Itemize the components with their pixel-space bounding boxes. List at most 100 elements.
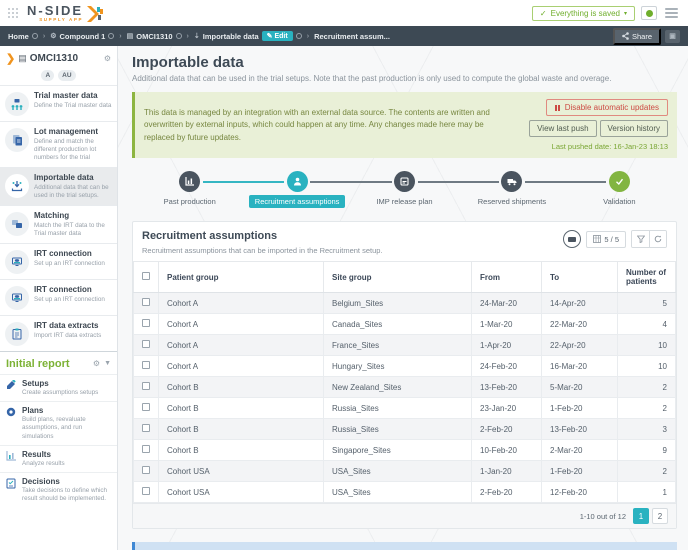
sidebar-item-lot-management[interactable]: Lot management Define and match the diff…: [0, 121, 117, 167]
table-row[interactable]: Cohort A Hungary_Sites 24-Feb-20 16-Mar-20…: [133, 355, 676, 377]
ring-icon: [295, 33, 302, 39]
sidebar-item-trial-master-data[interactable]: Trial master data Define the Trial maste…: [0, 85, 117, 121]
breadcrumb-separator: ›: [42, 32, 46, 40]
breadcrumb: Home › ⚙ Compound 1 › ▤ OMCI1310 › ⇣ Imp…: [0, 26, 688, 46]
version-history-button[interactable]: Version history: [599, 120, 668, 137]
refresh-button[interactable]: [649, 231, 666, 247]
row-checkbox[interactable]: [142, 340, 150, 348]
sidebar-item-setups[interactable]: Setups Create assumptions setups: [0, 373, 117, 401]
chart-icon[interactable]: [179, 171, 201, 192]
row-checkbox[interactable]: [142, 319, 150, 327]
report-settings-gear-icon[interactable]: ⚙: [92, 359, 101, 369]
breadcrumb-compound[interactable]: ⚙ Compound 1: [50, 32, 115, 41]
ring-icon: [31, 33, 38, 39]
column-header-from[interactable]: From: [471, 261, 542, 293]
org-chart-icon: [5, 92, 29, 116]
matching-overlap-icon: [5, 212, 29, 237]
check-icon[interactable]: [608, 171, 630, 192]
menu-icon[interactable]: [663, 6, 680, 20]
step-recruitment-assumptions[interactable]: Recruitment assumptions: [202, 171, 350, 208]
breadcrumb-trial[interactable]: ▤ OMCI1310: [127, 32, 182, 41]
step-reserved-shipments[interactable]: Reserved shipments: [417, 171, 565, 208]
table-row[interactable]: Cohort B New Zealand_Sites 13-Feb-20 5-Mar…: [133, 376, 676, 398]
view-last-push-button[interactable]: View last push: [529, 120, 597, 137]
column-header-site-group[interactable]: Site group: [323, 261, 472, 293]
lot-pages-icon: [5, 128, 29, 152]
irt-monitor-icon: [5, 285, 29, 310]
page-button-2[interactable]: 2: [652, 508, 668, 524]
nside-logo: N-SIDE SUPPLY APP: [27, 4, 104, 23]
sidebar-item-plans[interactable]: Plans Build plans, reevaluate assumption…: [0, 401, 117, 445]
share-button[interactable]: Share: [612, 27, 661, 45]
plans-icon: [6, 407, 17, 417]
sidebar-item-irt-connection-2[interactable]: IRT connection Set up an IRT connection: [0, 278, 117, 315]
display-mode-button[interactable]: ▣: [665, 29, 680, 43]
column-header-to[interactable]: To: [541, 261, 618, 293]
card-view-icon: [568, 236, 577, 242]
trial-badge-a[interactable]: A: [41, 70, 55, 81]
breadcrumb-importable-data[interactable]: ⇣ Importable data ✎ Edit: [194, 31, 302, 41]
trial-badge-au[interactable]: AU: [58, 70, 76, 81]
row-checkbox[interactable]: [142, 424, 150, 432]
logo-name: N-SIDE: [27, 2, 84, 18]
sidebar-item-irt-data-extracts[interactable]: IRT data extracts Import IRT data extrac…: [0, 314, 117, 351]
row-checkbox[interactable]: [142, 361, 150, 369]
select-all-checkbox[interactable]: [142, 272, 150, 280]
row-checkbox[interactable]: [142, 466, 150, 474]
sidebar-item-importable-data[interactable]: Importable data Additional data that can…: [0, 167, 117, 206]
top-app-bar: N-SIDE SUPPLY APP ✓ Everything is saved …: [0, 0, 688, 26]
pencil-icon: ✎: [266, 33, 273, 40]
alert-message: This data is managed by an integration w…: [144, 108, 490, 142]
table-row[interactable]: Cohort A Canada_Sites 1-Mar-20 22-Mar-20 4: [133, 313, 676, 335]
everything-saved-button[interactable]: ✓ Everything is saved ▾: [531, 5, 635, 21]
clipboard-icon: [5, 321, 29, 346]
card-view-toggle-button[interactable]: [563, 230, 582, 248]
pagination-summary: 1-10 out of 12: [579, 511, 626, 521]
table-row[interactable]: Cohort B Russia_Sites 23-Jan-20 1-Feb-20 2: [133, 397, 676, 419]
recruitment-assumptions-table: Patient group Site group From To Number …: [133, 261, 676, 503]
row-checkbox[interactable]: [142, 403, 150, 411]
table-row[interactable]: Cohort A Belgium_Sites 24-Mar-20 14-Apr-20…: [133, 292, 676, 314]
status-indicator-button[interactable]: [641, 6, 657, 20]
trial-name: OMCI1310: [29, 53, 79, 64]
column-header-patient-group[interactable]: Patient group: [158, 261, 324, 293]
import-download-icon: [5, 174, 29, 199]
table-row[interactable]: Cohort USA USA_Sites 2-Feb-20 12-Feb-20 1: [133, 481, 676, 503]
sidebar-item-irt-connection-1[interactable]: IRT connection Set up an IRT connection: [0, 242, 117, 279]
grid-icon: [593, 235, 602, 243]
decisions-icon: [6, 478, 17, 489]
sidebar-item-decisions[interactable]: Decisions Take decisions to define which…: [0, 471, 117, 507]
row-checkbox[interactable]: [142, 487, 150, 495]
person-icon[interactable]: [286, 171, 308, 192]
truck-icon[interactable]: [501, 171, 523, 192]
chevron-down-icon[interactable]: ▼: [104, 360, 111, 368]
sidebar: ❯ ▤ OMCI1310 ⚙ A AU Trial master data De…: [0, 46, 118, 550]
row-checkbox[interactable]: [142, 445, 150, 453]
page-title: Importable data: [132, 54, 244, 71]
table-row[interactable]: Cohort A France_Sites 1-Apr-20 22-Apr-20 1…: [133, 334, 676, 356]
trial-settings-gear-icon[interactable]: ⚙: [103, 54, 111, 63]
check-icon: ✓: [539, 8, 547, 18]
row-checkbox[interactable]: [142, 298, 150, 306]
columns-selector-button[interactable]: 5 / 5: [586, 230, 626, 248]
release-plan-icon[interactable]: [394, 171, 416, 192]
sidebar-item-results[interactable]: Results Analyze results: [0, 444, 117, 472]
app-launcher-icon[interactable]: [8, 7, 19, 19]
disable-automatic-updates-button[interactable]: Disable automatic updates: [546, 99, 668, 116]
breadcrumb-home[interactable]: Home: [8, 32, 38, 41]
edit-mode-badge[interactable]: ✎ Edit: [261, 31, 293, 41]
step-imp-release-plan[interactable]: IMP release plan: [309, 171, 458, 208]
table-row[interactable]: Cohort USA USA_Sites 1-Jan-20 1-Feb-20 2: [133, 460, 676, 482]
filter-button[interactable]: [632, 231, 649, 247]
table-row[interactable]: Cohort B Singapore_Sites 10-Feb-20 2-Mar-2…: [133, 439, 676, 461]
column-header-number-of-patients[interactable]: Number of patients: [617, 261, 676, 293]
step-past-production[interactable]: Past production: [136, 171, 243, 208]
row-checkbox[interactable]: [142, 382, 150, 390]
pause-icon: [555, 104, 560, 111]
breadcrumb-separator: ›: [186, 32, 189, 40]
step-validation[interactable]: Validation: [524, 171, 673, 208]
initial-report-section-header[interactable]: Initial report ⚙ ▼: [0, 350, 117, 374]
sidebar-item-matching[interactable]: Matching Match the IRT data to the Trial…: [0, 205, 117, 243]
page-button-1[interactable]: 1: [633, 508, 649, 524]
table-row[interactable]: Cohort B Russia_Sites 2-Feb-20 13-Feb-20 3: [133, 418, 676, 440]
